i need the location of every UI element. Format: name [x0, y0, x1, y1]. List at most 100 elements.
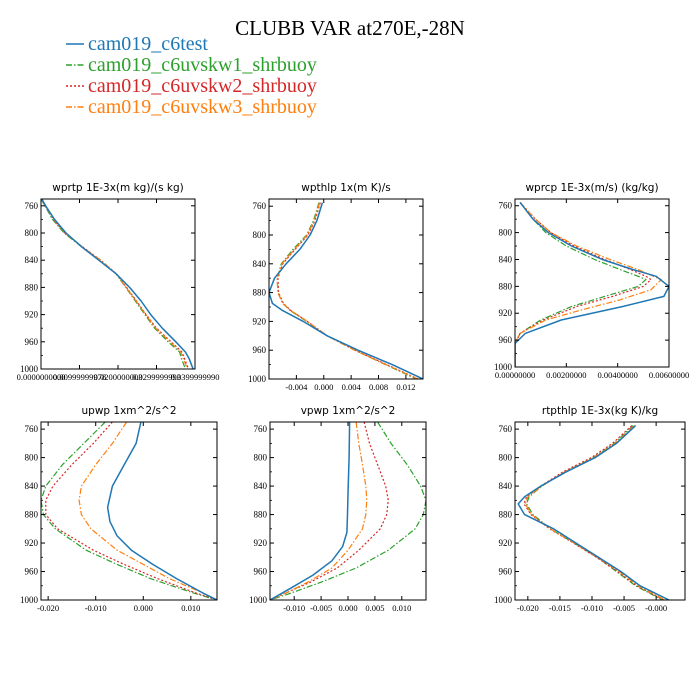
series-group	[41, 199, 194, 369]
y-tick-label: 920	[253, 316, 267, 326]
x-tick-label: 0.0200000003	[94, 372, 143, 382]
panel-1: wprtp 1E-3x(m kg)/(s kg) 760 800 840 880 920 9…	[17, 182, 220, 382]
series-group	[41, 422, 217, 600]
series-line-cam019_c6uvskw3_shrbuoy	[78, 422, 217, 600]
series-line-cam019_c6uvskw3_shrbuoy	[41, 199, 188, 369]
series-line-cam019_c6test	[41, 199, 194, 369]
panel-2: wpthlp 1x(m K)/s 760 800 840 880 920 960 1000 -0…	[248, 182, 424, 392]
legend: cam019_c6testcam019_c6uvskw1_shrbuoycam0…	[66, 33, 317, 118]
x-tick-label: 0.0000000000	[17, 372, 66, 382]
y-tick-label: 800	[253, 230, 267, 240]
panels: wprtp 1E-3x(m kg)/(s kg) 760 800 840 880 920 9…	[17, 182, 690, 613]
x-tick-label: 0.00400000	[597, 370, 637, 380]
panel-title: rtpthlp 1E-3x(kg K)/kg	[542, 405, 658, 417]
series-line-cam019_c6uvskw1_shrbuoy	[41, 422, 217, 600]
panel-3: wprcp 1E-3x(m/s) (kg/kg) 760 800 840 880 920 9…	[494, 182, 689, 380]
y-tick-label: 760	[25, 201, 39, 211]
y-tick-label: 840	[25, 481, 39, 491]
y-tick-label: 960	[499, 567, 513, 577]
x-tick-label: 0.00999999978	[53, 372, 106, 382]
series-line-cam019_c6uvskw3_shrbuoy	[276, 202, 418, 379]
panel-4: upwp 1xm^2/s^27608008408809209601000-0.0…	[20, 405, 218, 613]
y-tick-label: 920	[25, 538, 39, 548]
series-line-cam019_c6test	[517, 425, 670, 600]
series-line-cam019_c6test	[106, 422, 217, 600]
y-tick-label: 760	[25, 424, 39, 434]
plot-frame	[268, 198, 424, 380]
series-group	[515, 201, 669, 367]
series-line-cam019_c6test	[270, 422, 351, 600]
figure-title: CLUBB VAR at270E,-28N	[235, 16, 465, 40]
y-tick-label: 960	[253, 345, 267, 355]
legend-label: cam019_c6uvskw2_shrbuoy	[88, 75, 317, 97]
x-tick-label: 0.000	[134, 603, 153, 613]
x-tick-label: -0.005	[310, 603, 332, 613]
x-tick-label: -0.010	[581, 603, 603, 613]
panel-title: vpwp 1xm^2/s^2	[301, 405, 396, 417]
y-tick-label: 1000	[494, 362, 513, 372]
y-tick-label: 800	[25, 453, 39, 463]
series-line-cam019_c6uvskw1_shrbuoy	[515, 202, 647, 367]
y-tick-label: 920	[254, 538, 268, 548]
x-tick-label: 0.0399999990	[171, 372, 220, 382]
panel-5: vpwp 1xm^2/s^2 760 800 840 880 920 960 1000 -0.0…	[249, 405, 427, 613]
series-line-cam019_c6uvskw1_shrbuoy	[276, 202, 417, 379]
series-line-cam019_c6uvskw2_shrbuoy	[45, 422, 217, 600]
series-line-cam019_c6uvskw2_shrbuoy	[515, 201, 652, 367]
series-line-cam019_c6uvskw3_shrbuoy	[270, 422, 368, 600]
y-tick-label: 960	[254, 567, 268, 577]
y-tick-label: 800	[25, 228, 39, 238]
y-tick-label: 800	[499, 228, 513, 238]
series-line-cam019_c6uvskw3_shrbuoy	[515, 201, 662, 367]
y-tick-label: 960	[25, 567, 39, 577]
x-tick-label: -0.004	[285, 382, 308, 392]
series-line-cam019_c6uvskw3_shrbuoy	[524, 425, 666, 600]
x-tick-label: -0.010	[283, 603, 305, 613]
x-tick-label: -0.010	[85, 603, 107, 613]
y-tick-label: 840	[254, 481, 268, 491]
series-line-cam019_c6test	[269, 202, 423, 379]
x-tick-label: 0.008	[369, 382, 388, 392]
y-tick-label: 800	[499, 453, 513, 463]
y-tick-label: 760	[499, 424, 513, 434]
x-tick-label: 0.0299999993	[132, 372, 181, 382]
x-tick-label: 0.010	[181, 603, 200, 613]
series-line-cam019_c6uvskw2_shrbuoy	[41, 199, 190, 369]
x-tick-label: 0.00000000	[495, 370, 535, 380]
y-tick-label: 880	[254, 510, 268, 520]
x-tick-label: 0.004	[342, 382, 362, 392]
y-tick-label: 760	[253, 201, 267, 211]
panel-6: rtpthlp 1E-3x(kg K)/kg 760 800 840 880 920 960…	[494, 405, 686, 613]
x-tick-label: -0.000	[645, 603, 667, 613]
x-tick-label: 0.00200000	[546, 370, 586, 380]
plot-frame	[40, 421, 218, 601]
x-tick-label: 0.010	[392, 603, 411, 613]
legend-label: cam019_c6test	[88, 33, 208, 55]
legend-label: cam019_c6uvskw3_shrbuoy	[88, 96, 317, 118]
series-line-cam019_c6uvskw2_shrbuoy	[277, 202, 419, 379]
x-tick-label: 0.00600000	[649, 370, 689, 380]
series-line-cam019_c6uvskw1_shrbuoy	[270, 422, 426, 600]
x-tick-label: -0.020	[517, 603, 539, 613]
series-line-cam019_c6uvskw2_shrbuoy	[523, 425, 665, 600]
y-tick-label: 760	[499, 201, 513, 211]
y-tick-label: 1000	[20, 364, 39, 374]
y-tick-label: 880	[25, 282, 39, 292]
panel-title: wprcp 1E-3x(m/s) (kg/kg)	[525, 182, 658, 194]
y-tick-label: 920	[25, 310, 39, 320]
y-tick-label: 1000	[249, 595, 268, 605]
y-tick-label: 920	[499, 308, 513, 318]
panel-title: wpthlp 1x(m K)/s	[301, 182, 391, 194]
x-tick-label: 0.000	[338, 603, 357, 613]
x-tick-label: 0.012	[396, 382, 415, 392]
y-tick-label: 920	[499, 538, 513, 548]
y-tick-label: 880	[499, 281, 513, 291]
y-tick-label: 1000	[248, 374, 267, 384]
x-tick-label: 0.000	[314, 382, 333, 392]
y-tick-label: 880	[253, 288, 267, 298]
panel-title: wprtp 1E-3x(m kg)/(s kg)	[52, 182, 183, 194]
y-tick-label: 1000	[20, 595, 39, 605]
y-tick-label: 880	[499, 510, 513, 520]
series-group	[269, 202, 423, 379]
